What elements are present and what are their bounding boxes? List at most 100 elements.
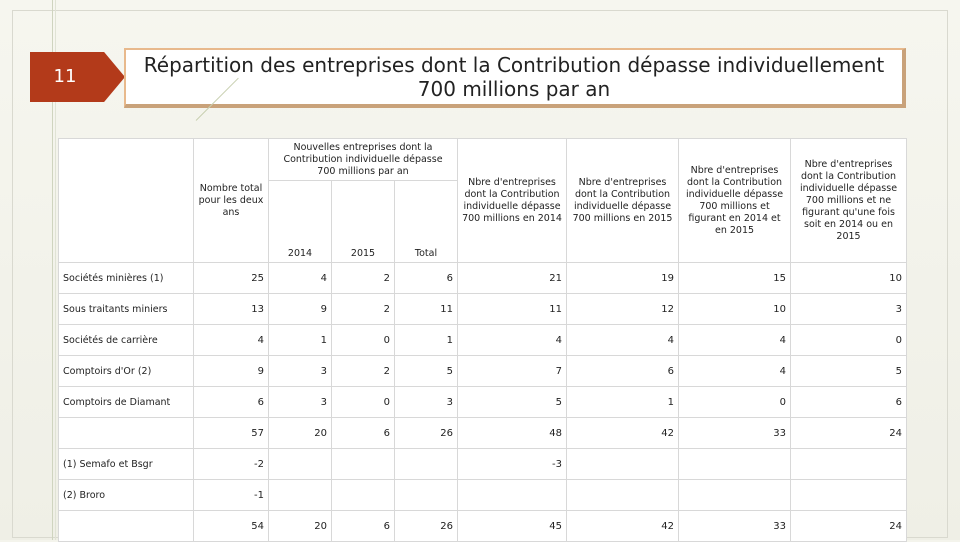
- table-cell: 3: [394, 386, 458, 418]
- table-cell: -2: [193, 448, 269, 480]
- table-cell: 24: [790, 417, 907, 449]
- table-row: Sociétés de carrière 4 1 0 1 4 4 4 0: [58, 324, 907, 356]
- table-cell: 10: [790, 262, 907, 294]
- table-cell: 33: [678, 510, 791, 542]
- table-cell: [790, 448, 907, 480]
- table-cell: 4: [678, 324, 791, 356]
- table-cell: 11: [394, 293, 458, 325]
- table-cell: 6: [566, 355, 679, 387]
- table-cell: 26: [394, 510, 458, 542]
- table-cell: 6: [394, 262, 458, 294]
- table-cell: 19: [566, 262, 679, 294]
- header-total-two-years: Nombre total pour les deux ans: [193, 138, 269, 263]
- row-label: Sociétés minières (1): [58, 262, 194, 294]
- table-cell: 6: [331, 510, 395, 542]
- table-cell: 3: [268, 355, 332, 387]
- table-cell: -1: [193, 479, 269, 511]
- table-cell: 2: [331, 293, 395, 325]
- table-cell: [268, 479, 332, 511]
- table-cell: [790, 479, 907, 511]
- table-cell: 6: [331, 417, 395, 449]
- header-year-2014: 2014: [268, 180, 332, 263]
- table-cell: [678, 448, 791, 480]
- table-cell: 5: [790, 355, 907, 387]
- table-cell: 0: [331, 386, 395, 418]
- decorative-vertical-line: [52, 0, 53, 540]
- row-label: (2) Broro: [58, 479, 194, 511]
- table-cell: -3: [457, 448, 567, 480]
- table-cell: 0: [678, 386, 791, 418]
- table-cell: 9: [268, 293, 332, 325]
- table-cell: [394, 479, 458, 511]
- header-year-2015: 2015: [331, 180, 395, 263]
- table-cell: 6: [790, 386, 907, 418]
- table-cell: 0: [331, 324, 395, 356]
- table-cell: [331, 448, 395, 480]
- table-cell: 1: [394, 324, 458, 356]
- table-cell: 13: [193, 293, 269, 325]
- table-row: (1) Semafo et Bsgr -2 -3: [58, 448, 907, 480]
- table-cell: [394, 448, 458, 480]
- table-cell: 6: [193, 386, 269, 418]
- table-cell: 1: [268, 324, 332, 356]
- table-cell: 57: [193, 417, 269, 449]
- table-cell: 7: [457, 355, 567, 387]
- table-cell: 1: [566, 386, 679, 418]
- row-label: Comptoirs de Diamant: [58, 386, 194, 418]
- table-row: Comptoirs d'Or (2) 9 3 2 5 7 6 4 5: [58, 355, 907, 387]
- table-cell: 54: [193, 510, 269, 542]
- table-row: Sociétés minières (1) 25 4 2 6 21 19 15 10: [58, 262, 907, 294]
- decorative-vertical-line-2: [55, 0, 56, 540]
- table-cell: 42: [566, 417, 679, 449]
- table-cell: 4: [268, 262, 332, 294]
- table-cell: 3: [268, 386, 332, 418]
- table-cell: 2: [331, 355, 395, 387]
- table-cell: 26: [394, 417, 458, 449]
- table-cell: 20: [268, 510, 332, 542]
- table-cell: 21: [457, 262, 567, 294]
- table-row: 54 20 6 26 45 42 33 24: [58, 510, 907, 542]
- table-cell: 0: [790, 324, 907, 356]
- table-cell: 42: [566, 510, 679, 542]
- table-cell: 11: [457, 293, 567, 325]
- header-count-both-years: Nbre d'entreprises dont la Contribution …: [678, 138, 791, 263]
- contribution-table: Nombre total pour les deux ans Nouvelles…: [58, 138, 907, 542]
- table-cell: 4: [457, 324, 567, 356]
- table-row: 57 20 6 26 48 42 33 24: [58, 417, 907, 449]
- table-row: Comptoirs de Diamant 6 3 0 3 5 1 0 6: [58, 386, 907, 418]
- table-cell: [268, 448, 332, 480]
- table-cell: 24: [790, 510, 907, 542]
- table-cell: 4: [678, 355, 791, 387]
- table-cell: 48: [457, 417, 567, 449]
- table-cell: 20: [268, 417, 332, 449]
- table-cell: 12: [566, 293, 679, 325]
- table-cell: 3: [790, 293, 907, 325]
- header-total: Total: [394, 180, 458, 263]
- slide-number: 11: [30, 52, 125, 102]
- table-cell: 5: [457, 386, 567, 418]
- table-cell: 15: [678, 262, 791, 294]
- header-row-2: 2014 2015 Total: [59, 180, 907, 263]
- row-label: (1) Semafo et Bsgr: [58, 448, 194, 480]
- header-count-2014: Nbre d'entreprises dont la Contribution …: [457, 138, 567, 263]
- slide-title: Répartition des entreprises dont la Cont…: [143, 53, 885, 101]
- table-cell: 4: [566, 324, 679, 356]
- table-cell: 45: [457, 510, 567, 542]
- table-cell: 5: [394, 355, 458, 387]
- table-row: Sous traitants miniers 13 9 2 11 11 12 10 3: [58, 293, 907, 325]
- table-cell: [457, 479, 567, 511]
- header-corner-cell: [58, 138, 194, 263]
- table-cell: 33: [678, 417, 791, 449]
- table-cell: 9: [193, 355, 269, 387]
- row-label: [58, 417, 194, 449]
- table-cell: [678, 479, 791, 511]
- header-new-companies: Nouvelles entreprises dont la Contributi…: [268, 138, 458, 181]
- table-cell: 4: [193, 324, 269, 356]
- header-count-one-year: Nbre d'entreprises dont la Contribution …: [790, 138, 907, 263]
- table-cell: [566, 479, 679, 511]
- row-label: Sociétés de carrière: [58, 324, 194, 356]
- table-cell: [331, 479, 395, 511]
- row-label: Sous traitants miniers: [58, 293, 194, 325]
- table-cell: 10: [678, 293, 791, 325]
- table-cell: 25: [193, 262, 269, 294]
